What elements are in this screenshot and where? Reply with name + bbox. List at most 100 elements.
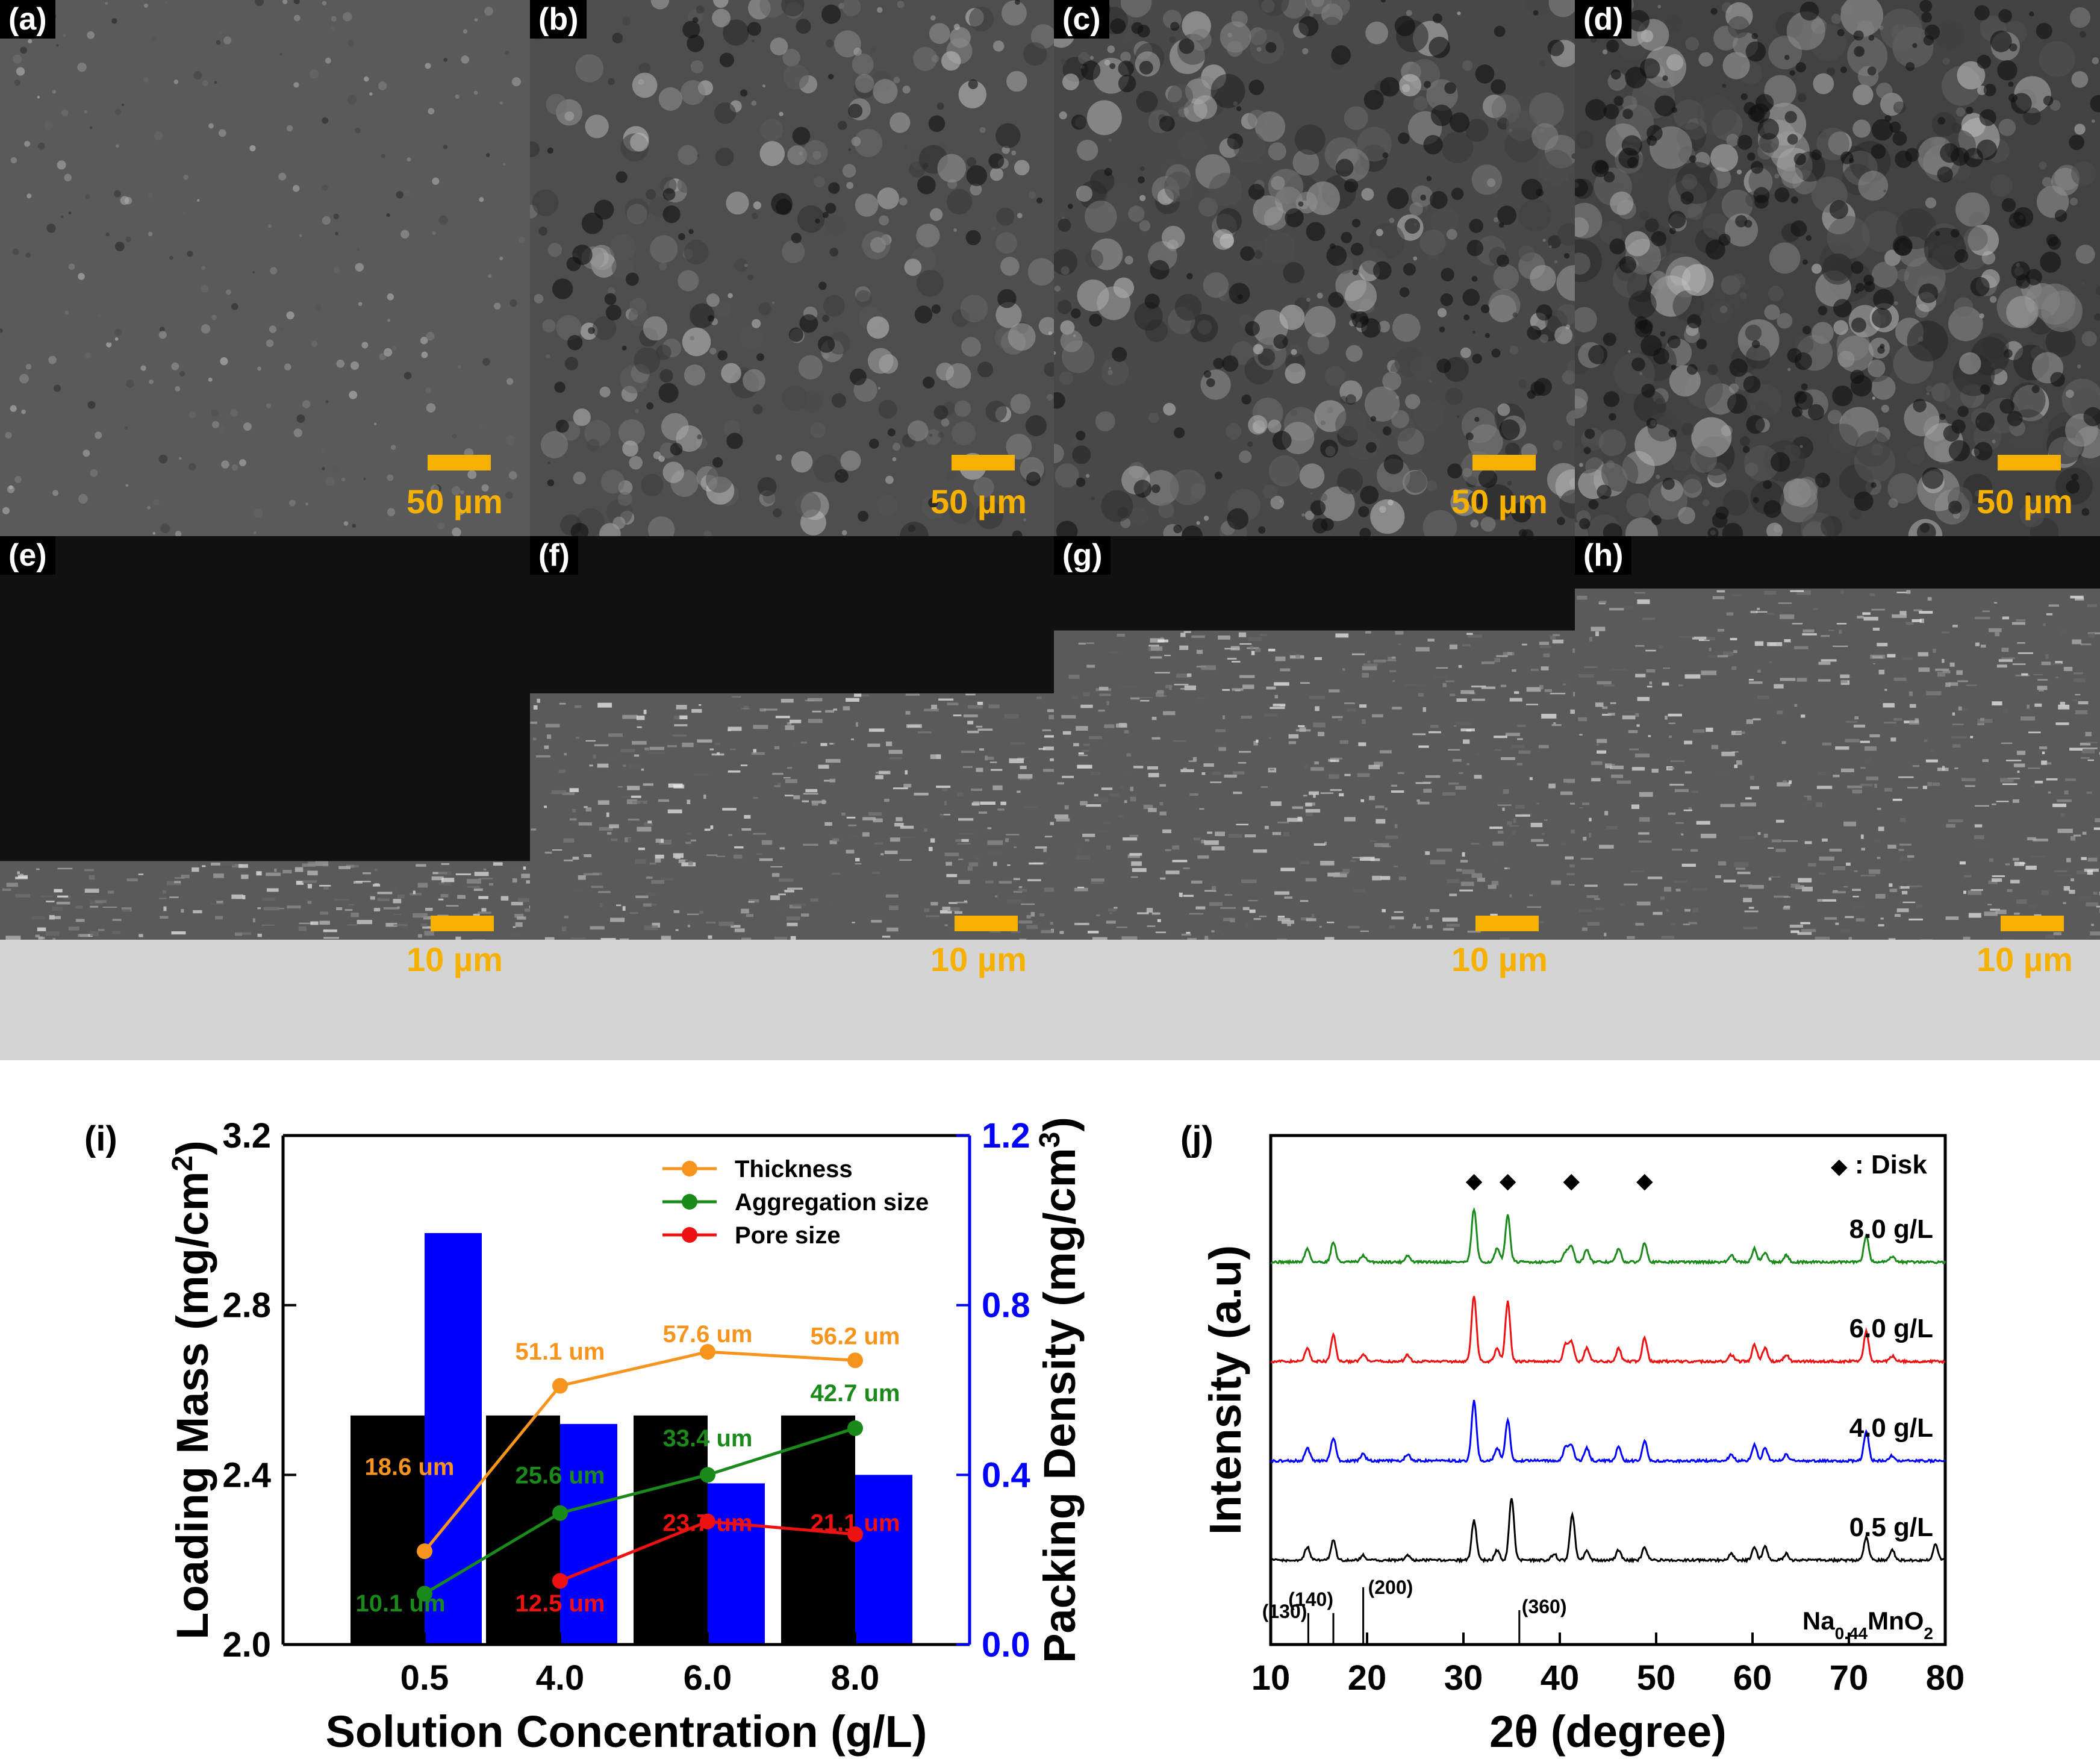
sem-pore xyxy=(1499,419,1520,440)
sem-flake xyxy=(1320,861,1334,866)
sem-flake xyxy=(1413,733,1426,735)
sem-pore xyxy=(2036,23,2052,39)
sem-grain xyxy=(269,325,276,333)
sem-flake xyxy=(1495,749,1501,751)
sem-flake xyxy=(323,887,328,890)
sem-pore xyxy=(1614,96,1624,105)
sem-flake xyxy=(193,910,202,913)
sem-pore xyxy=(2029,11,2034,16)
sem-flake xyxy=(1664,887,1671,892)
sem-flake xyxy=(1958,707,1962,711)
sem-flake xyxy=(438,882,451,886)
sem-grain xyxy=(279,327,284,331)
sem-flake xyxy=(2088,633,2095,638)
sem-flake xyxy=(1398,772,1404,774)
sem-flake xyxy=(2039,746,2047,749)
sem-flake xyxy=(1802,633,1816,636)
sem-flake xyxy=(2021,716,2035,720)
sem-flake xyxy=(169,896,179,898)
sem-flake xyxy=(1919,667,1930,672)
sem-flake xyxy=(829,779,835,783)
sem-grain xyxy=(343,12,352,21)
sem-flake xyxy=(1280,669,1290,672)
sem-grain xyxy=(144,4,148,8)
sem-flake xyxy=(1260,786,1268,787)
sem-flake xyxy=(655,858,661,863)
sem-flake xyxy=(262,898,275,901)
sem-flake xyxy=(2086,902,2098,907)
sem-flake xyxy=(1425,917,1429,920)
sem-grain xyxy=(706,293,720,307)
sem-grain xyxy=(322,467,325,470)
sem-grain xyxy=(991,226,996,231)
sem-flake xyxy=(1303,795,1307,796)
sem-grain xyxy=(871,47,876,52)
sem-flake xyxy=(2013,799,2019,803)
sem-flake xyxy=(1865,758,1872,763)
sem-grain xyxy=(917,270,944,297)
sem-grain xyxy=(1291,349,1297,355)
sem-flake xyxy=(394,914,401,915)
sem-flake xyxy=(584,854,591,857)
sem-grain xyxy=(116,144,119,148)
sem-flake xyxy=(1120,786,1124,789)
sem-flake xyxy=(1529,895,1533,896)
sem-pore xyxy=(1472,276,1478,282)
sem-grain xyxy=(219,31,223,35)
sem-flake xyxy=(1767,642,1782,646)
sem-flake xyxy=(1895,914,1901,917)
sem-flake xyxy=(785,795,793,796)
sem-flake xyxy=(779,878,793,881)
sem-flake xyxy=(1327,922,1334,923)
sem-pore xyxy=(815,219,820,223)
sem-flake xyxy=(637,827,651,832)
sem-flake xyxy=(1269,737,1271,739)
sem-grain xyxy=(57,160,66,169)
sem-grain xyxy=(506,436,515,445)
sem-flake xyxy=(926,915,939,917)
sem-flake xyxy=(1152,717,1157,720)
sem-flake xyxy=(1717,773,1728,776)
sem-flake xyxy=(1668,813,1676,815)
sem-pore xyxy=(1998,9,2012,23)
sem-flake xyxy=(355,881,371,882)
sem-flake xyxy=(2,889,11,891)
sem-flake xyxy=(1368,661,1371,663)
sem-flake xyxy=(1512,745,1524,748)
sem-pore xyxy=(1076,478,1086,487)
sem-flake xyxy=(1896,592,1907,593)
sem-grain xyxy=(1765,304,1780,320)
reference-hkl-label: (200) xyxy=(1368,1576,1413,1598)
sem-grain xyxy=(1833,320,1848,335)
sem-grain xyxy=(930,208,943,220)
sem-flake xyxy=(2095,818,2100,822)
sem-grain xyxy=(98,314,102,318)
sem-grain xyxy=(499,101,503,105)
sem-flake xyxy=(1846,863,1851,866)
sem-grain xyxy=(1868,360,1885,377)
sem-grain xyxy=(1124,33,1133,42)
sem-flake xyxy=(1830,849,1842,852)
sem-grain xyxy=(1346,345,1363,362)
sem-flake xyxy=(606,813,609,817)
y-tick-label: 2.8 xyxy=(222,1286,271,1325)
sem-pore xyxy=(1669,429,1677,437)
sem-grain xyxy=(1769,243,1801,274)
panel-label: (j) xyxy=(1180,1119,1214,1158)
sem-grain xyxy=(2077,364,2081,368)
sem-pore xyxy=(1625,67,1647,89)
sem-flake xyxy=(918,731,932,734)
thickness-data-label: 57.6 um xyxy=(663,1321,753,1348)
sem-grain xyxy=(977,361,993,377)
sem-pore xyxy=(1789,70,1795,76)
sem-flake xyxy=(139,934,143,937)
x-axis-title: Solution Concentration (g/L) xyxy=(326,1707,927,1757)
sem-grain xyxy=(573,408,591,426)
sem-flake xyxy=(1130,797,1136,802)
sem-grain xyxy=(143,77,149,83)
sem-pore xyxy=(2082,508,2090,516)
sem-panel: (f)10 µm xyxy=(530,536,1054,1060)
sem-pore xyxy=(1737,135,1753,150)
sem-grain xyxy=(1085,201,1117,233)
sem-flake xyxy=(2013,858,2019,861)
